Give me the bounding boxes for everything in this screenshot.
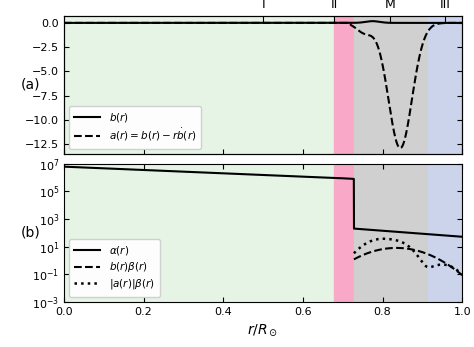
$b(r)$	[61, 21, 67, 25]
$b(r)\beta(r)$	[459, 273, 465, 277]
$b(r)$	[320, 21, 326, 25]
Y-axis label: (b): (b)	[20, 226, 40, 240]
$\alpha(r)$	[300, 175, 306, 179]
$a(r) = b(r) - r\dot{b}(r)$	[61, 21, 67, 25]
$a(r) = b(r) - r\dot{b}(r)$	[459, 21, 465, 25]
$\alpha(r)$	[358, 227, 364, 231]
Bar	[334, 16, 354, 154]
Bar	[64, 16, 334, 154]
X-axis label: $r/R_\odot$: $r/R_\odot$	[247, 322, 279, 338]
$a(r) = b(r) - r\dot{b}(r)$	[389, 115, 394, 119]
Line: $b(r)$: $b(r)$	[64, 21, 462, 23]
$|a(r)|\beta(r)$	[389, 237, 394, 242]
Bar	[64, 163, 334, 302]
$\alpha(r)$	[134, 168, 139, 172]
$a(r) = b(r) - r\dot{b}(r)$	[213, 21, 219, 25]
Line: $b(r)\beta(r)$: $b(r)\beta(r)$	[354, 248, 462, 275]
Line: $a(r) = b(r) - r\dot{b}(r)$: $a(r) = b(r) - r\dot{b}(r)$	[64, 23, 462, 148]
$\alpha(r)$	[459, 235, 465, 239]
$b(r)$	[134, 21, 139, 25]
$a(r) = b(r) - r\dot{b}(r)$	[320, 21, 326, 25]
$\alpha(r)$	[320, 176, 326, 180]
Bar	[354, 16, 428, 154]
Legend: $b(r)$, $a(r) = b(r) - r\dot{b}(r)$: $b(r)$, $a(r) = b(r) - r\dot{b}(r)$	[69, 106, 201, 149]
$a(r) = b(r) - r\dot{b}(r)$	[397, 146, 403, 150]
$b(r)$	[459, 21, 465, 25]
$b(r)$	[358, 20, 364, 25]
$\alpha(r)$	[213, 171, 219, 175]
$b(r)$	[213, 21, 219, 25]
Bar	[428, 163, 462, 302]
$a(r) = b(r) - r\dot{b}(r)$	[300, 21, 306, 25]
Y-axis label: (a): (a)	[20, 78, 40, 92]
Legend: $\alpha(r)$, $b(r)\beta(r)$, $|a(r)|\beta(r)$: $\alpha(r)$, $b(r)\beta(r)$, $|a(r)|\bet…	[69, 239, 160, 297]
$b(r)$	[300, 21, 306, 25]
$\alpha(r)$	[61, 164, 67, 169]
$b(r)$	[370, 19, 375, 23]
Line: $|a(r)|\beta(r)$: $|a(r)|\beta(r)$	[354, 239, 462, 274]
Line: $\alpha(r)$: $\alpha(r)$	[64, 167, 462, 237]
$a(r) = b(r) - r\dot{b}(r)$	[358, 30, 364, 34]
$b(r)\beta(r)$	[358, 254, 364, 258]
Bar	[334, 163, 354, 302]
$|a(r)|\beta(r)$	[459, 272, 465, 277]
Bar	[428, 16, 462, 154]
$b(r)\beta(r)$	[389, 246, 394, 250]
$|a(r)|\beta(r)$	[358, 245, 364, 249]
$a(r) = b(r) - r\dot{b}(r)$	[134, 21, 139, 25]
Bar	[354, 163, 428, 302]
$b(r)$	[389, 21, 394, 25]
$\alpha(r)$	[389, 229, 394, 234]
